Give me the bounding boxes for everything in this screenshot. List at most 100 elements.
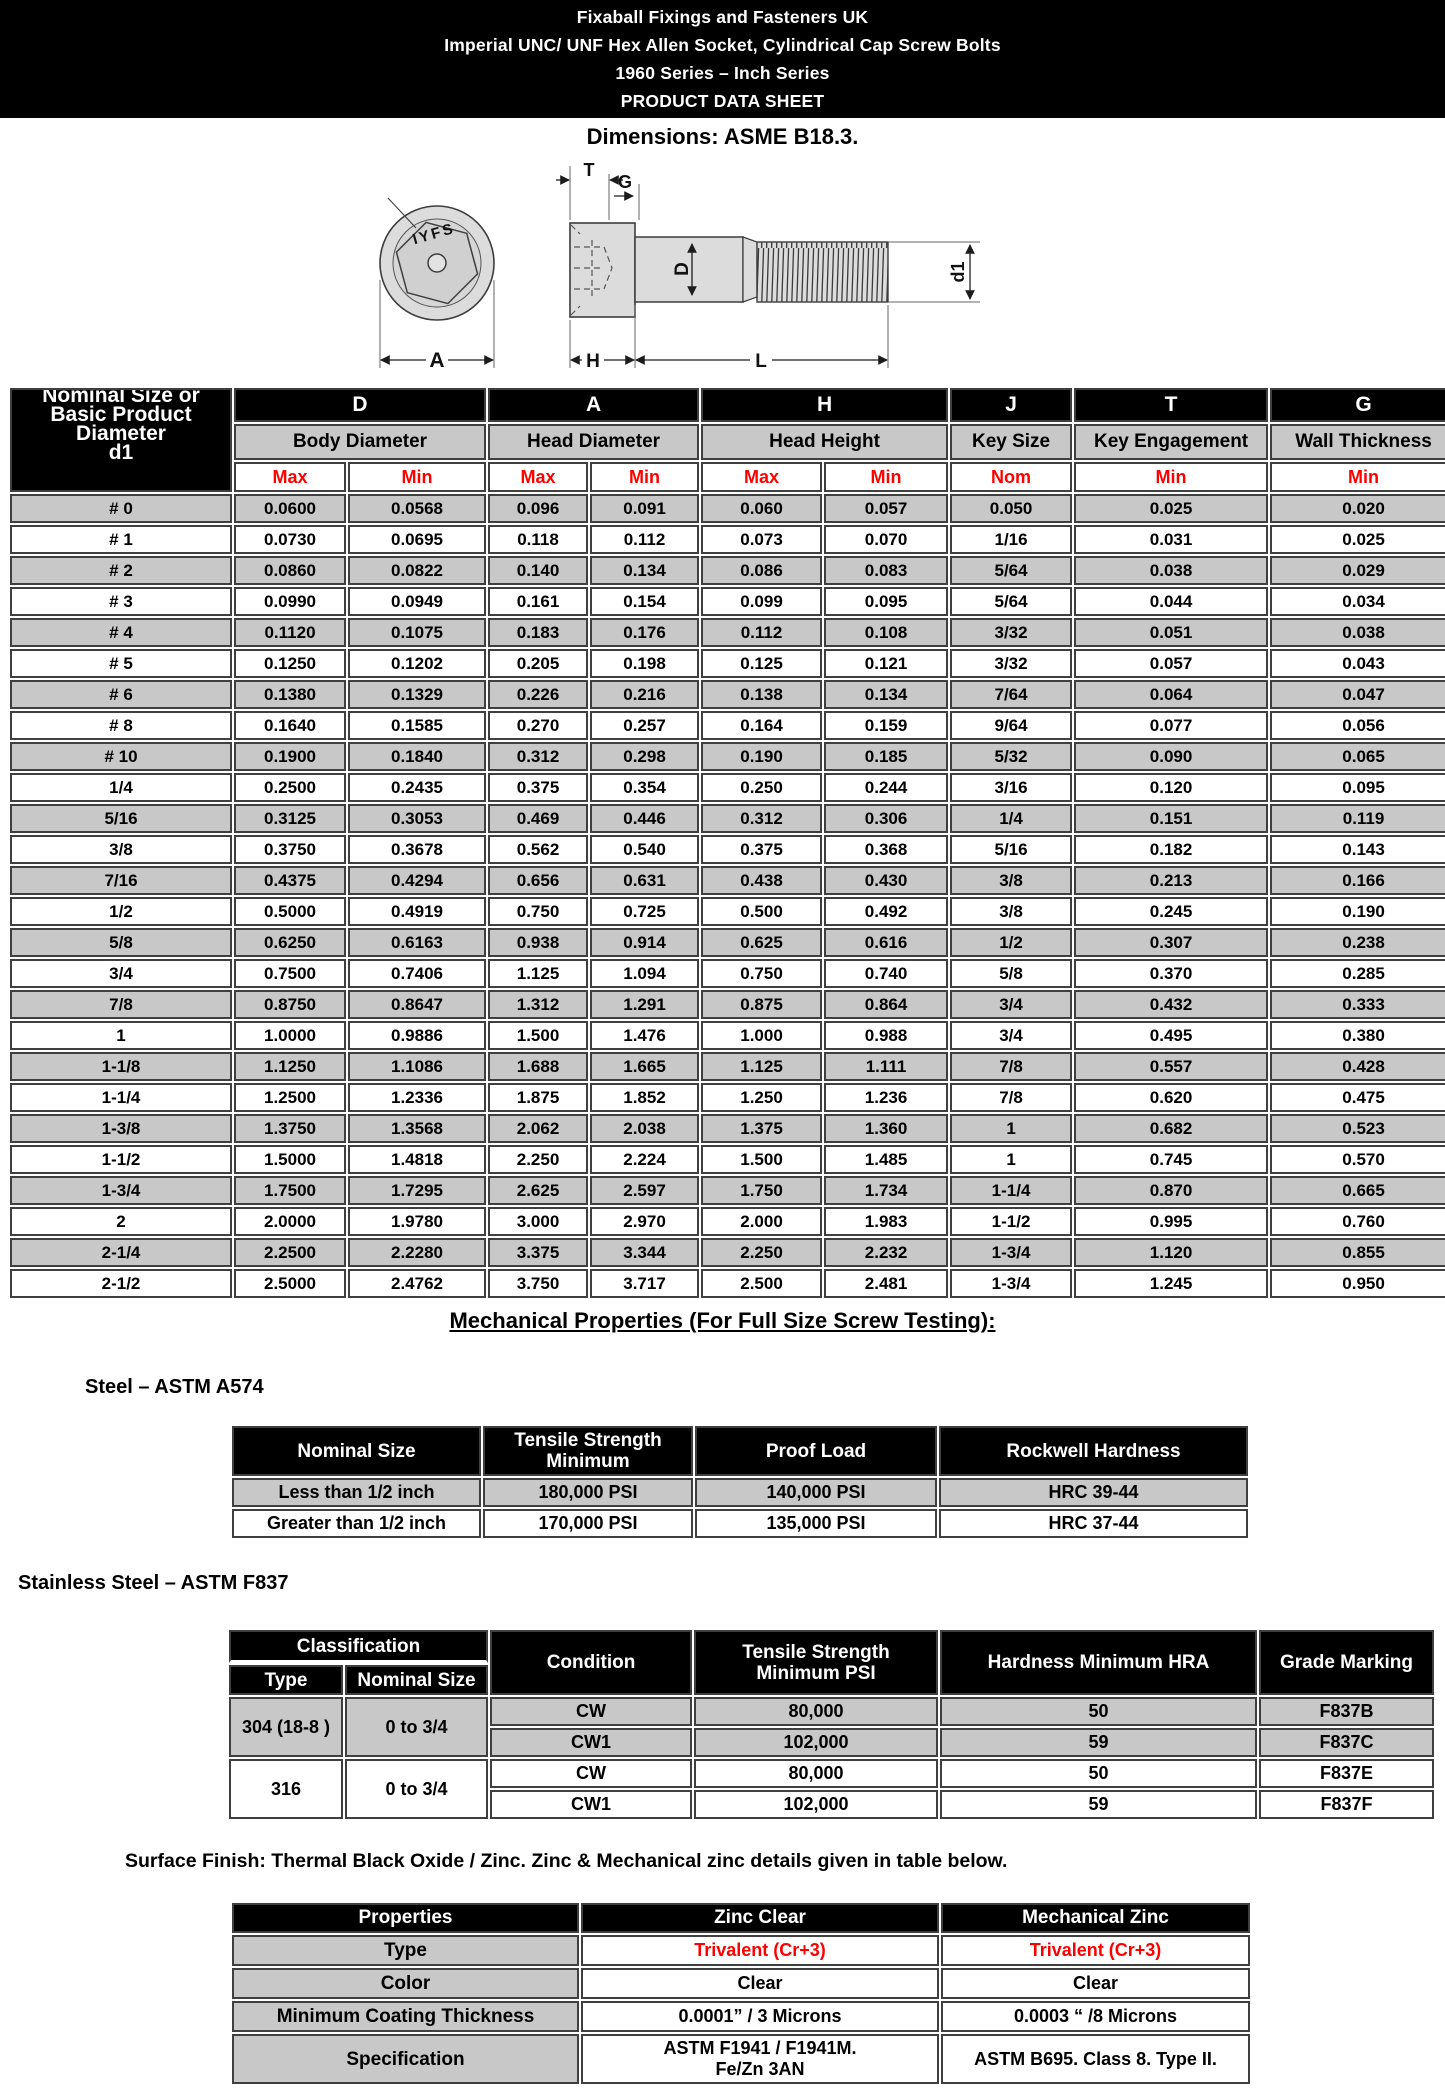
corner-line: Basic Product — [50, 403, 192, 426]
value-cell: 0.9886 — [348, 1021, 487, 1050]
value-cell: 1.375 — [701, 1114, 823, 1143]
value-cell: 0.5000 — [234, 897, 346, 926]
col-letter-T: T — [1074, 388, 1269, 423]
cell: 170,000 PSI — [483, 1509, 693, 1538]
value-cell: 1 — [950, 1145, 1073, 1174]
value-cell: 1.120 — [1074, 1238, 1269, 1267]
table-row: Classification Condition Tensile Strengt… — [229, 1630, 1435, 1695]
value-cell: 0.368 — [824, 835, 949, 864]
col-name: Body Diameter — [234, 424, 487, 461]
value-cell: 0.047 — [1270, 680, 1445, 709]
value-cell: 0.432 — [1074, 990, 1269, 1019]
value-cell: 0.3750 — [234, 835, 346, 864]
value-cell: 0.306 — [824, 804, 949, 833]
value-cell: 0.8647 — [348, 990, 487, 1019]
value-cell: 1.485 — [824, 1145, 949, 1174]
size-cell: 1-3/8 — [10, 1114, 232, 1143]
value-cell: 0.044 — [1074, 587, 1269, 616]
value-cell: 0.950 — [1270, 1269, 1445, 1298]
dim-label-L: L — [755, 351, 767, 372]
product-title: Imperial UNC/ UNF Hex Allen Socket, Cyli… — [444, 35, 1001, 55]
value-cell: 2.500 — [701, 1269, 823, 1298]
value-cell: 0.112 — [590, 525, 700, 554]
value-cell: 1.312 — [488, 990, 589, 1019]
table-row: # 10 0.1900 0.1840 0.312 0.298 0.190 0.185 5/32… — [10, 742, 1445, 771]
sub-header: Min — [348, 462, 487, 492]
value-cell: 0.0730 — [234, 525, 346, 554]
value-cell: 0.4919 — [348, 897, 487, 926]
sub-header: Min — [824, 462, 949, 492]
value-cell: 0.370 — [1074, 959, 1269, 988]
value-cell: 0.245 — [1074, 897, 1269, 926]
col-header: Rockwell Hardness — [939, 1426, 1248, 1476]
value-cell: 0.140 — [488, 556, 589, 585]
table-row: 2-1/2 2.5000 2.4762 3.750 3.717 2.500 2.481 1-3… — [10, 1269, 1445, 1298]
value-cell: 0.375 — [488, 773, 589, 802]
table-row: Minimum Coating Thickness 0.0001” / 3 Mi… — [232, 2001, 1250, 2032]
value-cell: 0.6163 — [348, 928, 487, 957]
value-cell: 1.125 — [488, 959, 589, 988]
value-cell: 0.570 — [1270, 1145, 1445, 1174]
value-cell: 0.1840 — [348, 742, 487, 771]
cell: Greater than 1/2 inch — [232, 1509, 481, 1538]
value-cell: 0.056 — [1270, 711, 1445, 740]
value-cell: 0.428 — [1270, 1052, 1445, 1081]
value-cell: 0.938 — [488, 928, 589, 957]
sub-header: Nom — [950, 462, 1073, 492]
company-title: Fixaball Fixings and Fasteners UK — [576, 7, 869, 27]
value-cell: 0.3125 — [234, 804, 346, 833]
cell: 140,000 PSI — [695, 1478, 937, 1507]
tensile-header: Tensile Strength Minimum PSI — [694, 1630, 939, 1695]
table-row: 304 (18-8 ) 0 to 3/4 CW 80,000 50 F837B — [229, 1697, 1435, 1757]
value-cell: 0.1250 — [234, 649, 346, 678]
value-cell: 0.077 — [1074, 711, 1269, 740]
col-letter-G: G — [1270, 388, 1445, 423]
value-cell: 0.057 — [824, 494, 949, 523]
nominal-cell: 0 to 3/4 — [345, 1697, 489, 1757]
condition-header: Condition — [490, 1630, 693, 1695]
value-cell: 0.7406 — [348, 959, 487, 988]
value-cell: 0.0695 — [348, 525, 487, 554]
value-cell: 5/32 — [950, 742, 1073, 771]
sheet-title: PRODUCT DATA SHEET — [620, 91, 825, 111]
cell: 102,000 — [694, 1728, 939, 1757]
size-cell: 1-1/2 — [10, 1145, 232, 1174]
mechanical-properties-title: Mechanical Properties (For Full Size Scr… — [449, 1308, 996, 1333]
cell: 135,000 PSI — [695, 1509, 937, 1538]
size-cell: 1/2 — [10, 897, 232, 926]
table-row: # 8 0.1640 0.1585 0.270 0.257 0.164 0.159 9/64 0… — [10, 711, 1445, 740]
value-cell: 0.121 — [824, 649, 949, 678]
value-cell: 0.750 — [701, 959, 823, 988]
value-cell: 2.224 — [590, 1145, 700, 1174]
value-cell: 0.073 — [701, 525, 823, 554]
size-cell: # 6 — [10, 680, 232, 709]
value-cell: 0.161 — [488, 587, 589, 616]
table-row: 1/4 0.2500 0.2435 0.375 0.354 0.250 0.244 3/16 0… — [10, 773, 1445, 802]
table-row: # 1 0.0730 0.0695 0.118 0.112 0.073 0.070 1/16 0… — [10, 525, 1445, 554]
sub-header: Min — [1074, 462, 1269, 492]
cell: CW1 — [490, 1790, 693, 1819]
value-cell: 1.236 — [824, 1083, 949, 1112]
table-row: 1-3/8 1.3750 1.3568 2.062 2.038 1.375 1.360 1 0.… — [10, 1114, 1445, 1143]
dim-label-H: H — [586, 351, 600, 372]
row-label: Specification — [232, 2034, 579, 2084]
value-cell: 0.095 — [824, 587, 949, 616]
value-cell: 3.717 — [590, 1269, 700, 1298]
size-cell: 1/4 — [10, 773, 232, 802]
sub-header: Max — [701, 462, 823, 492]
value-cell: 3.344 — [590, 1238, 700, 1267]
value-cell: 2.0000 — [234, 1207, 346, 1236]
value-cell: 0.216 — [590, 680, 700, 709]
type-cell: 304 (18-8 ) — [229, 1697, 343, 1757]
value-cell: 0.7500 — [234, 959, 346, 988]
table-row: 1-3/4 1.7500 1.7295 2.625 2.597 1.750 1.734 1-1… — [10, 1176, 1445, 1205]
cell: 0.0003 “ /8 Microns — [941, 2001, 1250, 2032]
size-cell: 7/8 — [10, 990, 232, 1019]
table-row: Properties Zinc Clear Mechanical Zinc — [232, 1903, 1250, 1933]
sub-header: Min — [590, 462, 700, 492]
cell: CW — [490, 1759, 693, 1788]
value-cell: 3/16 — [950, 773, 1073, 802]
value-cell: 1.7295 — [348, 1176, 487, 1205]
value-cell: 1.111 — [824, 1052, 949, 1081]
title-banner: Fixaball Fixings and Fasteners UK Imperi… — [0, 0, 1445, 118]
